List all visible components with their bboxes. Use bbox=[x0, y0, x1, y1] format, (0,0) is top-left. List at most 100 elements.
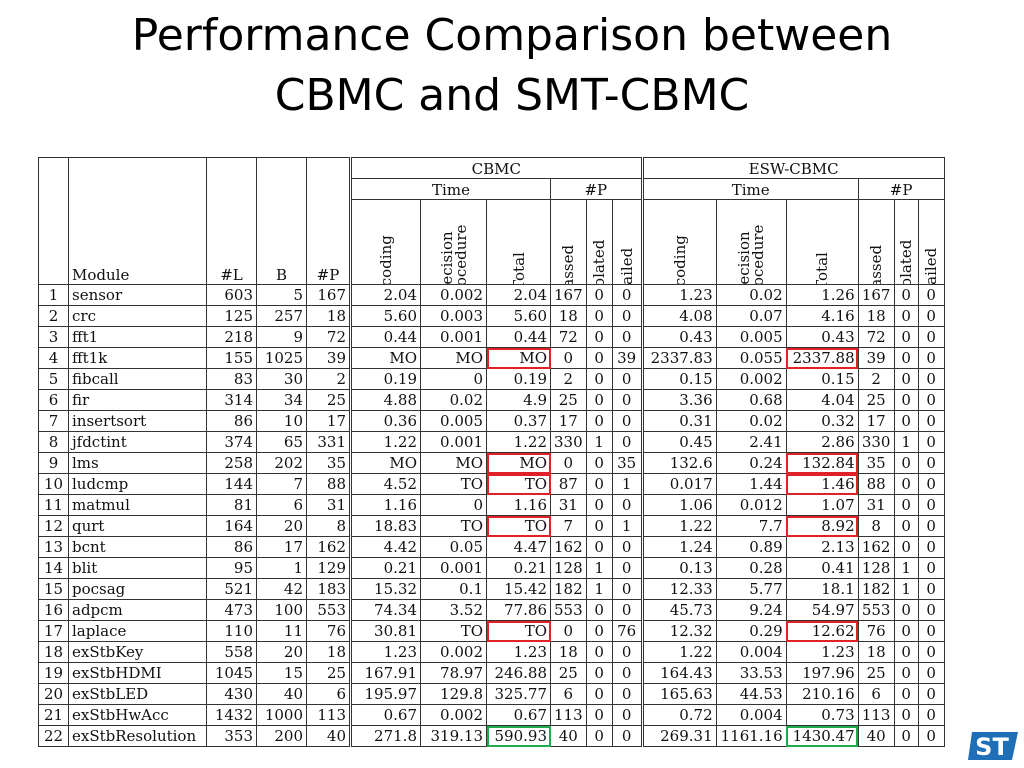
cell-esw-violated: 0 bbox=[893, 641, 919, 663]
cell-esw-decision: 0.28 bbox=[715, 557, 787, 579]
cell-cbmc-total: 15.42 bbox=[486, 578, 551, 600]
cell-esw-total: 1.07 bbox=[785, 494, 859, 516]
cell-esw-total: 2.13 bbox=[785, 536, 859, 558]
cell-esw-decision: 33.53 bbox=[715, 662, 787, 684]
cell-module: jfdctint bbox=[68, 431, 207, 453]
cell-module: fft1 bbox=[68, 326, 207, 348]
table-row: 16 adpcm 473 100 553 74.34 3.52 77.86 553 0 0 45.73… bbox=[38, 599, 945, 621]
cell-esw-violated: 0 bbox=[893, 410, 919, 432]
cell-esw-encoding: 0.45 bbox=[640, 431, 717, 453]
cell-properties: 2 bbox=[306, 368, 351, 390]
cell-index: 18 bbox=[38, 641, 69, 663]
cell-cbmc-violated: 0 bbox=[585, 284, 613, 306]
header-cbmc-time: Time bbox=[349, 178, 551, 200]
cell-esw-decision: 0.29 bbox=[715, 620, 787, 642]
cell-esw-decision: 0.004 bbox=[715, 704, 787, 726]
cell-esw-failed: 0 bbox=[917, 557, 945, 579]
header-cbmc-violated: Violated bbox=[585, 199, 613, 285]
cell-esw-passed: 128 bbox=[857, 557, 895, 579]
cell-cbmc-total: 0.67 bbox=[486, 704, 551, 726]
cell-esw-total: 0.41 bbox=[785, 557, 859, 579]
cell-cbmc-encoding: 30.81 bbox=[349, 620, 421, 642]
cell-esw-encoding: 132.6 bbox=[640, 452, 717, 474]
cell-esw-passed: 2 bbox=[857, 368, 895, 390]
cell-cbmc-passed: 18 bbox=[550, 641, 587, 663]
cell-cbmc-decision: 0.001 bbox=[420, 431, 487, 453]
cell-index: 12 bbox=[38, 515, 69, 537]
cell-esw-violated: 0 bbox=[893, 389, 919, 411]
cell-cbmc-total: 246.88 bbox=[486, 662, 551, 684]
cell-esw-failed: 0 bbox=[917, 473, 945, 495]
cell-esw-encoding: 269.31 bbox=[640, 725, 717, 747]
cell-module: matmul bbox=[68, 494, 207, 516]
cell-cbmc-total: 77.86 bbox=[486, 599, 551, 621]
cell-properties: 39 bbox=[306, 347, 351, 369]
header-cbmc-failed: Failed bbox=[611, 199, 643, 285]
cell-cbmc-decision: 0.05 bbox=[420, 536, 487, 558]
cell-esw-total: 8.92 bbox=[785, 515, 859, 537]
cell-index: 10 bbox=[38, 473, 69, 495]
cell-cbmc-decision: 0.002 bbox=[420, 704, 487, 726]
cell-b: 1000 bbox=[256, 704, 307, 726]
cell-esw-total: 197.96 bbox=[785, 662, 859, 684]
header-group-cbmc: CBMC bbox=[349, 157, 643, 179]
cell-cbmc-encoding: 271.8 bbox=[349, 725, 421, 747]
cell-b: 1 bbox=[256, 557, 307, 579]
cell-b: 7 bbox=[256, 473, 307, 495]
cell-index: 15 bbox=[38, 578, 69, 600]
cell-esw-total: 2337.88 bbox=[785, 347, 859, 369]
cell-module: fft1k bbox=[68, 347, 207, 369]
header-b: B bbox=[256, 157, 307, 285]
cell-esw-failed: 0 bbox=[917, 620, 945, 642]
cell-lines: 110 bbox=[206, 620, 257, 642]
cell-properties: 25 bbox=[306, 662, 351, 684]
cell-esw-failed: 0 bbox=[917, 578, 945, 600]
cell-cbmc-encoding: 1.23 bbox=[349, 641, 421, 663]
cell-esw-total: 1.26 bbox=[785, 284, 859, 306]
cell-esw-total: 1.46 bbox=[785, 473, 859, 495]
cell-module: pocsag bbox=[68, 578, 207, 600]
table-row: 17 laplace 110 11 76 30.81 TO TO 0 0 76 12.32 0.29 12… bbox=[38, 620, 945, 642]
cell-cbmc-passed: 17 bbox=[550, 410, 587, 432]
cell-properties: 331 bbox=[306, 431, 351, 453]
cell-esw-encoding: 0.31 bbox=[640, 410, 717, 432]
cell-cbmc-passed: 72 bbox=[550, 326, 587, 348]
performance-table-wrapper: Module #L B #P CBMC ESW-CBMC Time #P Tim… bbox=[38, 157, 945, 747]
cell-esw-failed: 0 bbox=[917, 452, 945, 474]
cell-module: fibcall bbox=[68, 368, 207, 390]
cell-cbmc-encoding: MO bbox=[349, 452, 421, 474]
cell-esw-passed: 76 bbox=[857, 620, 895, 642]
cell-esw-violated: 0 bbox=[893, 368, 919, 390]
header-module: Module bbox=[68, 157, 207, 285]
cell-esw-failed: 0 bbox=[917, 389, 945, 411]
cell-esw-decision: 0.89 bbox=[715, 536, 787, 558]
cell-cbmc-decision: 0.005 bbox=[420, 410, 487, 432]
cell-cbmc-total: 0.37 bbox=[486, 410, 551, 432]
cell-b: 6 bbox=[256, 494, 307, 516]
cell-cbmc-encoding: 0.44 bbox=[349, 326, 421, 348]
cell-esw-passed: 113 bbox=[857, 704, 895, 726]
cell-index: 22 bbox=[38, 725, 69, 747]
cell-lines: 1045 bbox=[206, 662, 257, 684]
cell-cbmc-total: 0.21 bbox=[486, 557, 551, 579]
table-body: 1 sensor 603 5 167 2.04 0.002 2.04 167 0 0 1.23 0.02… bbox=[38, 284, 945, 747]
cell-esw-violated: 0 bbox=[893, 683, 919, 705]
cell-esw-violated: 1 bbox=[893, 431, 919, 453]
cell-index: 5 bbox=[38, 368, 69, 390]
cell-cbmc-total: 1.22 bbox=[486, 431, 551, 453]
cell-properties: 167 bbox=[306, 284, 351, 306]
cell-module: fir bbox=[68, 389, 207, 411]
cell-esw-failed: 0 bbox=[917, 284, 945, 306]
table-row: 19 exStbHDMI 1045 15 25 167.91 78.97 246.88 25 0 0… bbox=[38, 662, 945, 684]
cell-module: blit bbox=[68, 557, 207, 579]
cell-esw-encoding: 45.73 bbox=[640, 599, 717, 621]
cell-esw-passed: 553 bbox=[857, 599, 895, 621]
cell-esw-decision: 0.68 bbox=[715, 389, 787, 411]
header-group-esw-cbmc: ESW-CBMC bbox=[640, 157, 945, 179]
cell-module: insertsort bbox=[68, 410, 207, 432]
cell-cbmc-passed: 128 bbox=[550, 557, 587, 579]
cell-esw-total: 0.73 bbox=[785, 704, 859, 726]
cell-cbmc-violated: 0 bbox=[585, 704, 613, 726]
cell-esw-decision: 5.77 bbox=[715, 578, 787, 600]
cell-cbmc-decision: 78.97 bbox=[420, 662, 487, 684]
